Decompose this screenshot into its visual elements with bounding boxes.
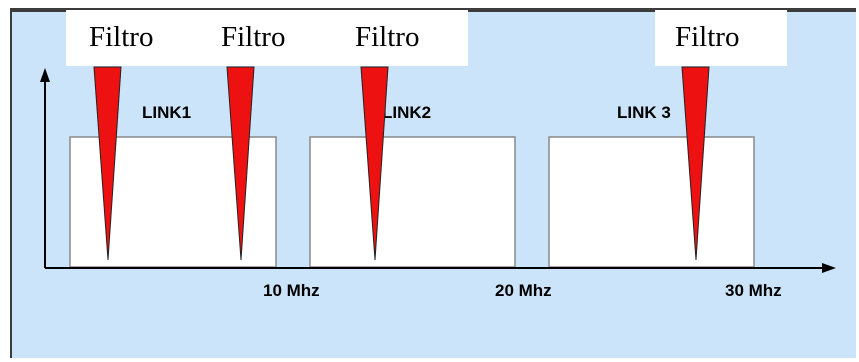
link3-label: LINK 3 [617,103,671,122]
filter-label-4: Filtro [675,21,739,53]
y-axis-arrow [40,68,50,82]
tick-label-20mhz: 20 Mhz [495,281,552,300]
filter-spike-3 [360,66,389,261]
filter-label-box-right [655,10,787,66]
link1-label: LINK1 [142,103,191,122]
filter-label-2: Filtro [221,21,285,53]
link2-band [309,136,516,268]
x-axis-arrow [822,263,836,273]
filter-label-1: Filtro [89,21,153,53]
filter-label-box-left [66,10,468,66]
tick-label-30mhz: 30 Mhz [725,281,782,300]
filter-spike-4 [681,66,710,261]
tick-label-10mhz: 10 Mhz [263,281,320,300]
link3-band [548,136,755,268]
filter-spike-2 [226,66,255,261]
link2-label: LINK2 [382,103,431,122]
filter-label-3: Filtro [355,21,419,53]
filter-spike-1 [93,66,122,261]
